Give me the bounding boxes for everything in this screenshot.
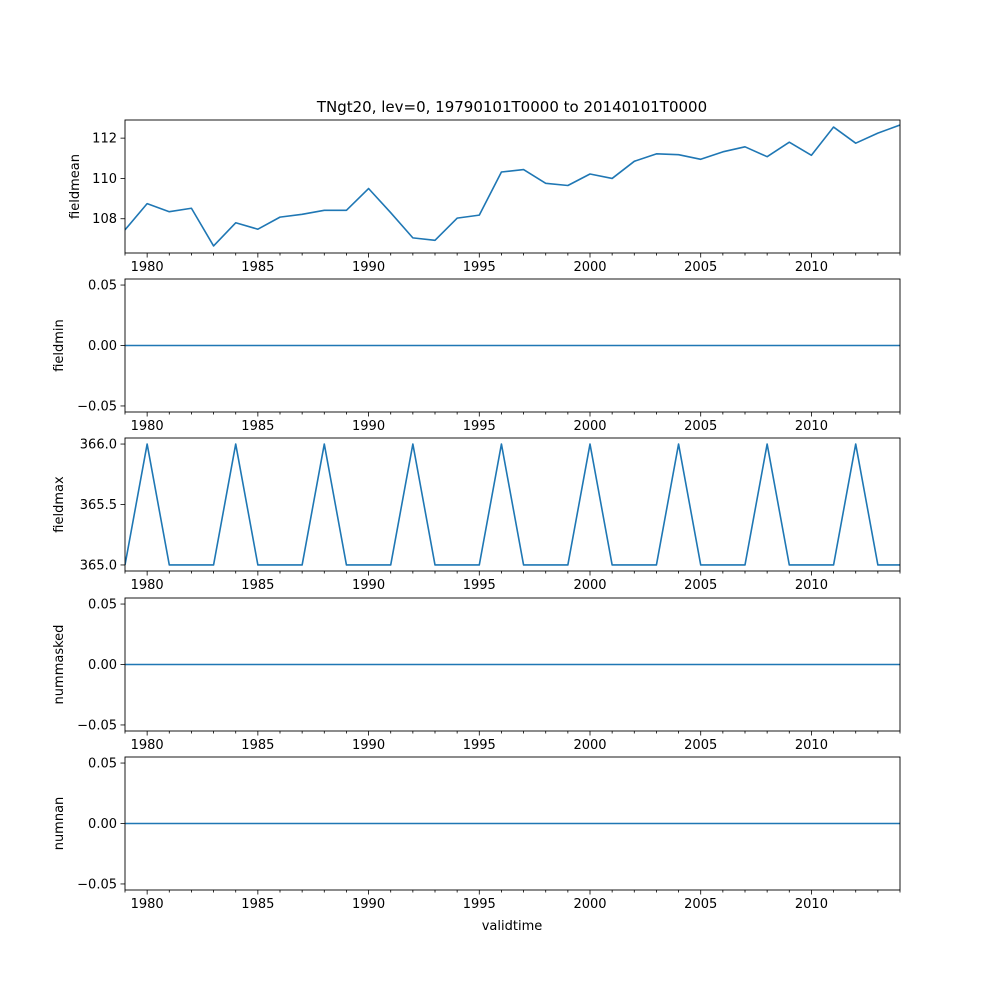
x-tick-label: 1995	[463, 738, 496, 753]
y-tick-label: 110	[92, 172, 117, 187]
y-tick-label: 0.05	[88, 598, 117, 613]
y-tick-label: 365.0	[80, 558, 117, 573]
x-tick-label: 1980	[131, 419, 164, 434]
y-axis-label-numnan: numnan	[52, 797, 67, 851]
y-tick-label: 0.05	[88, 279, 117, 294]
y-tick-label: −0.05	[77, 877, 117, 892]
x-tick-label: 2010	[795, 738, 828, 753]
y-tick-label: −0.05	[77, 399, 117, 414]
x-tick-label: 1995	[463, 897, 496, 912]
x-tick-label: 1990	[352, 897, 385, 912]
y-tick-label: 112	[92, 132, 117, 147]
x-tick-label: 1980	[131, 260, 164, 275]
x-tick-label: 2010	[795, 419, 828, 434]
x-tick-label: 2010	[795, 897, 828, 912]
y-tick-label: 0.05	[88, 757, 117, 772]
x-tick-label: 1995	[463, 419, 496, 434]
x-tick-label: 1990	[352, 738, 385, 753]
y-tick-label: 0.00	[88, 339, 117, 354]
x-tick-label: 2010	[795, 260, 828, 275]
x-tick-label: 1990	[352, 578, 385, 593]
x-tick-label: 1990	[352, 419, 385, 434]
y-tick-label: 366.0	[80, 438, 117, 453]
series-line-fieldmean	[125, 124, 900, 247]
x-tick-label: 2000	[573, 260, 606, 275]
y-tick-label: 0.00	[88, 817, 117, 832]
x-tick-label: 2005	[684, 897, 717, 912]
x-tick-label: 1985	[241, 897, 274, 912]
subplots: 1980 1985 1990 1995 2000 2005 2010 108 110 112 fie…	[52, 119, 901, 912]
x-tick-label: 1990	[352, 260, 385, 275]
x-tick-label: 2000	[573, 738, 606, 753]
panel-fieldmax: 1980 1985 1990 1995 2000 2005 2010 365.0 365.5 36…	[52, 438, 901, 593]
y-axis-label-fieldmax: fieldmax	[52, 476, 67, 533]
y-tick-label: 108	[92, 212, 117, 227]
x-tick-label: 2000	[573, 419, 606, 434]
x-tick-label: 1985	[241, 260, 274, 275]
y-tick-label: 0.00	[88, 658, 117, 673]
chart-title: TNgt20, lev=0, 19790101T0000 to 20140101…	[316, 98, 707, 116]
x-tick-label: 2010	[795, 578, 828, 593]
axes-frame	[124, 119, 901, 254]
x-tick-label: 1985	[241, 419, 274, 434]
panel-numnan: 1980 1985 1990 1995 2000 2005 2010 −0.05 0.00 0.0…	[52, 757, 901, 912]
series-line-fieldmax	[125, 443, 900, 566]
panel-fieldmean: 1980 1985 1990 1995 2000 2005 2010 108 110 112 fie…	[68, 119, 901, 275]
x-tick-label: 1980	[131, 578, 164, 593]
x-tick-label: 2005	[684, 260, 717, 275]
x-tick-label: 1980	[131, 897, 164, 912]
panel-nummasked: 1980 1985 1990 1995 2000 2005 2010 −0.05 0.00 0.0…	[52, 598, 901, 753]
y-axis-label-fieldmean: fieldmean	[68, 154, 83, 219]
x-tick-label: 1995	[463, 578, 496, 593]
x-tick-label: 2000	[573, 578, 606, 593]
x-tick-label: 2005	[684, 419, 717, 434]
y-tick-label: 365.5	[80, 498, 117, 513]
x-axis-label: validtime	[482, 919, 543, 934]
x-tick-label: 1985	[241, 738, 274, 753]
x-tick-label: 1980	[131, 738, 164, 753]
y-tick-label: −0.05	[77, 718, 117, 733]
panel-fieldmin: 1980 1985 1990 1995 2000 2005 2010 −0.05 0.00 0.0…	[52, 279, 901, 434]
x-tick-label: 2005	[684, 578, 717, 593]
y-axis-label-nummasked: nummasked	[52, 625, 67, 705]
x-tick-label: 2000	[573, 897, 606, 912]
y-axis-label-fieldmin: fieldmin	[52, 319, 67, 372]
x-tick-label: 2005	[684, 738, 717, 753]
x-tick-label: 1995	[463, 260, 496, 275]
x-tick-label: 1985	[241, 578, 274, 593]
